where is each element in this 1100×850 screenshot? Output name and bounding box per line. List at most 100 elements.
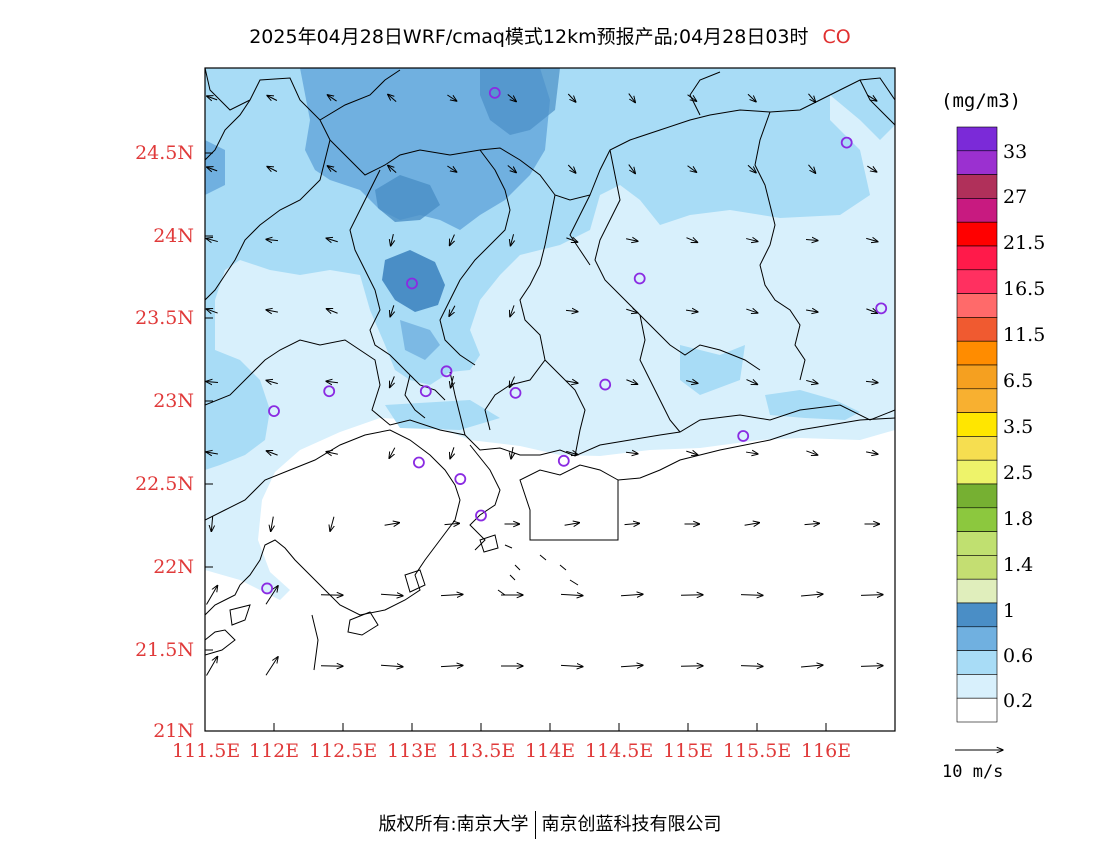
wind-arrow (450, 447, 454, 458)
chart-title: 2025年04月28日WRF/cmaq模式12km预报产品;04月28日03时 C… (0, 22, 1100, 49)
colorbar-swatch (956, 245, 998, 271)
wind-arrow (266, 451, 278, 455)
station-marker (840, 136, 853, 149)
x-tick-label: 113E (387, 740, 438, 762)
x-tick-label: 115.5E (723, 740, 792, 762)
colorbar-swatch (956, 174, 998, 199)
station-marker (737, 430, 750, 442)
wind-arrow (207, 167, 218, 171)
colorbar-swatch (956, 198, 998, 223)
wind-arrow (626, 239, 638, 241)
wind-arrow (206, 656, 218, 676)
station-marker (633, 272, 646, 285)
y-tick-label: 22.5N (135, 473, 194, 495)
colorbar-swatch (956, 269, 998, 294)
wind-arrow (808, 93, 815, 102)
wind-arrow (326, 452, 338, 454)
wind-arrow (687, 165, 697, 172)
colorbar-label: 0.6 (1003, 645, 1034, 667)
wind-arrow (800, 594, 823, 596)
wind-arrow (327, 95, 337, 102)
wind-arrow (511, 447, 513, 459)
wind-arrow (390, 376, 395, 387)
wind-arrow (384, 523, 400, 526)
wind-arrow (447, 94, 456, 101)
footer-copyright: 版权所有:南京大学 (378, 814, 529, 835)
wind-arrow (805, 239, 818, 240)
colorbar-label: 33 (1003, 141, 1028, 163)
x-tick-label: 111.5E (172, 740, 241, 762)
x-tick-label: 112.5E (309, 740, 378, 762)
colorbar-label: 11.5 (1003, 324, 1046, 346)
wind-arrow (746, 309, 757, 313)
colorbar-swatch (956, 650, 998, 675)
colorbar-swatch (956, 674, 998, 699)
colorbar-swatch (956, 555, 998, 580)
y-tick-label: 21N (153, 720, 194, 742)
x-tick-label: 116E (801, 740, 852, 762)
wind-arrow (620, 594, 643, 596)
station-marker (406, 277, 418, 290)
wind-arrow (207, 96, 218, 100)
wind-arrow (865, 381, 878, 382)
colorbar-label: 1.4 (1003, 554, 1034, 576)
colorbar-swatch (956, 507, 998, 532)
wind-arrow (687, 94, 697, 101)
concentration-field (205, 68, 895, 731)
station-marker (261, 582, 274, 595)
y-tick-label: 22N (153, 556, 194, 578)
colorbar-label: 6.5 (1003, 370, 1034, 392)
wind-arrow (740, 666, 763, 667)
wind-arrow (860, 595, 883, 596)
wind-arrow (806, 380, 818, 383)
wind-arrow (628, 93, 635, 103)
y-tick-label: 23.5N (135, 307, 194, 329)
colorbar-label: 1.8 (1003, 508, 1034, 530)
colorbar-swatch (956, 531, 998, 556)
station-marker (875, 302, 888, 315)
colorbar-swatch (956, 388, 998, 413)
wind-arrow (628, 164, 635, 174)
wind-arrow (745, 452, 758, 454)
wind-arrow (866, 309, 877, 313)
colorbar-unit: (mg/m3) (941, 90, 1022, 112)
wind-arrow (686, 238, 697, 243)
wind-arrow (380, 594, 403, 596)
title-text: 2025年04月28日WRF/cmaq模式12km预报产品;04月28日03时 (249, 26, 809, 48)
wind-arrow (206, 238, 218, 241)
colorbar-swatch (956, 578, 998, 604)
wind-arrow (388, 94, 397, 102)
wind-arrow (388, 165, 397, 173)
colorbar-label: 3.5 (1003, 416, 1034, 438)
wind-vectors (206, 94, 883, 676)
wind-arrow (560, 594, 583, 595)
colorbar-swatch (956, 293, 998, 318)
colorbar-swatch (956, 340, 998, 366)
wind-arrow (566, 451, 578, 454)
colorbar-label: 27 (1003, 186, 1028, 208)
wind-arrow (265, 586, 278, 605)
wind-arrow (440, 665, 463, 666)
wind-arrow (566, 381, 578, 383)
wind-arrow (566, 238, 577, 242)
wind-arrow (746, 380, 758, 385)
colorbar-swatch (956, 150, 998, 175)
wind-arrow (451, 376, 454, 388)
wind-arrow (507, 165, 516, 172)
wind-arrow (390, 305, 394, 316)
colorbar-swatch (956, 626, 998, 651)
wind-arrow (391, 234, 394, 246)
wind-arrow (626, 309, 637, 313)
boundaries (205, 68, 895, 671)
wind-arrow (447, 165, 456, 172)
colorbar-swatch (956, 483, 998, 509)
y-tick-label: 23N (153, 390, 194, 412)
wind-arrow (625, 452, 638, 453)
wind-arrow (440, 594, 463, 595)
colorbar-label: 0.2 (1003, 690, 1034, 712)
wind-arrow (510, 234, 513, 246)
wind-arrow (266, 239, 279, 240)
colorbar-swatch (956, 697, 998, 723)
wind-arrow (450, 234, 455, 246)
